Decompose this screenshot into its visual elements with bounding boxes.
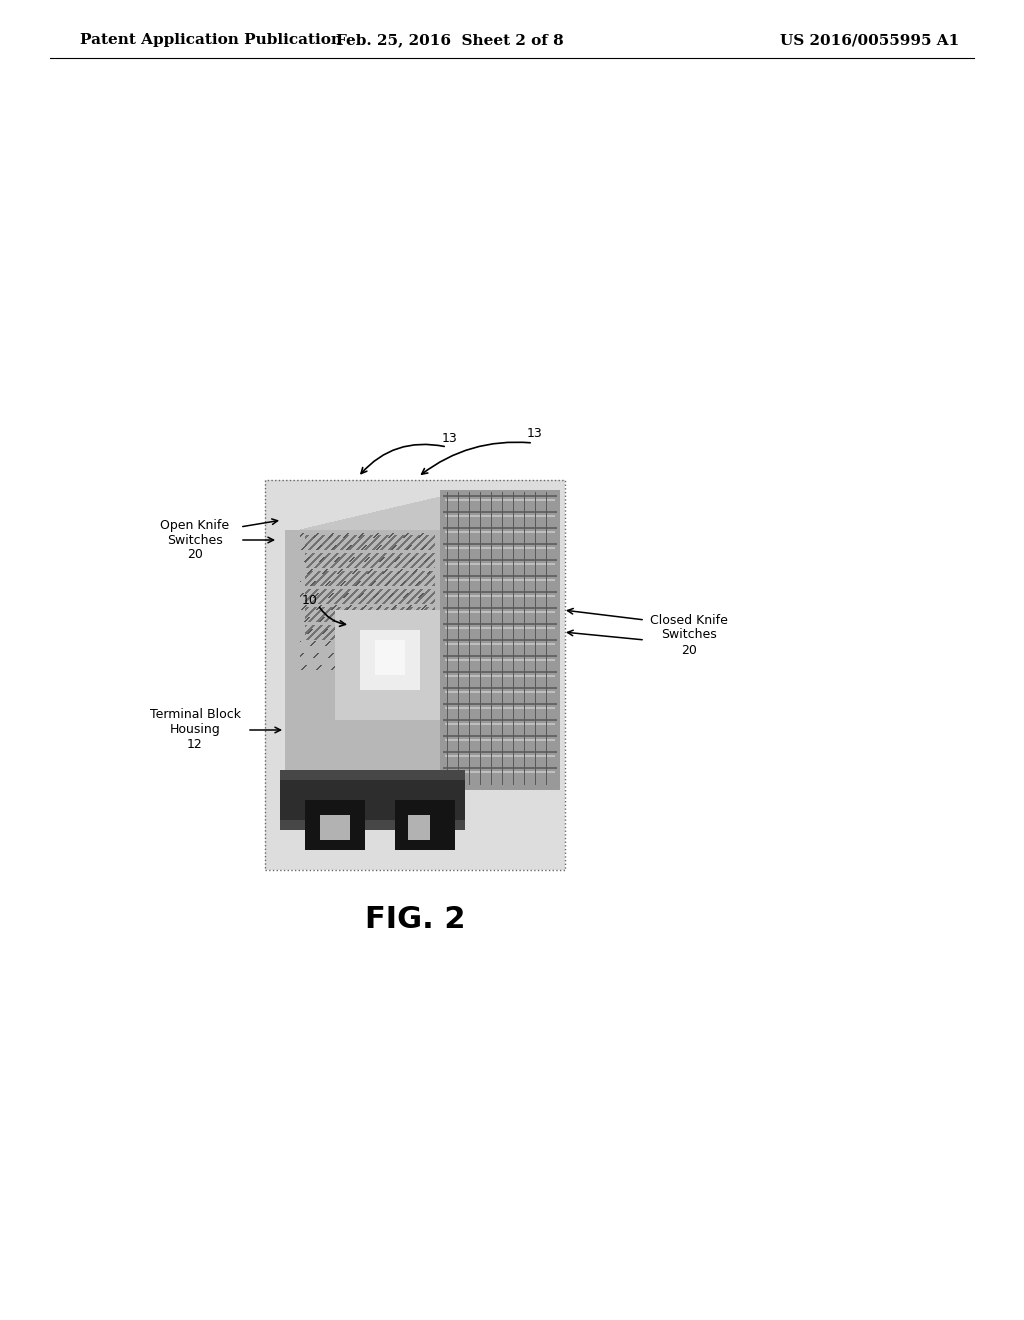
Text: US 2016/0055995 A1: US 2016/0055995 A1 <box>780 33 959 48</box>
Text: Closed Knife
Switches
20: Closed Knife Switches 20 <box>650 614 728 656</box>
Text: 13: 13 <box>527 426 543 440</box>
Text: Patent Application Publication: Patent Application Publication <box>80 33 342 48</box>
Text: 10: 10 <box>302 594 317 606</box>
Text: Feb. 25, 2016  Sheet 2 of 8: Feb. 25, 2016 Sheet 2 of 8 <box>336 33 564 48</box>
Bar <box>265 480 565 870</box>
Text: Terminal Block
Housing
12: Terminal Block Housing 12 <box>150 709 241 751</box>
Text: 13: 13 <box>442 432 458 445</box>
Text: FIG. 2: FIG. 2 <box>365 906 465 935</box>
Text: Open Knife
Switches
20: Open Knife Switches 20 <box>161 519 229 561</box>
